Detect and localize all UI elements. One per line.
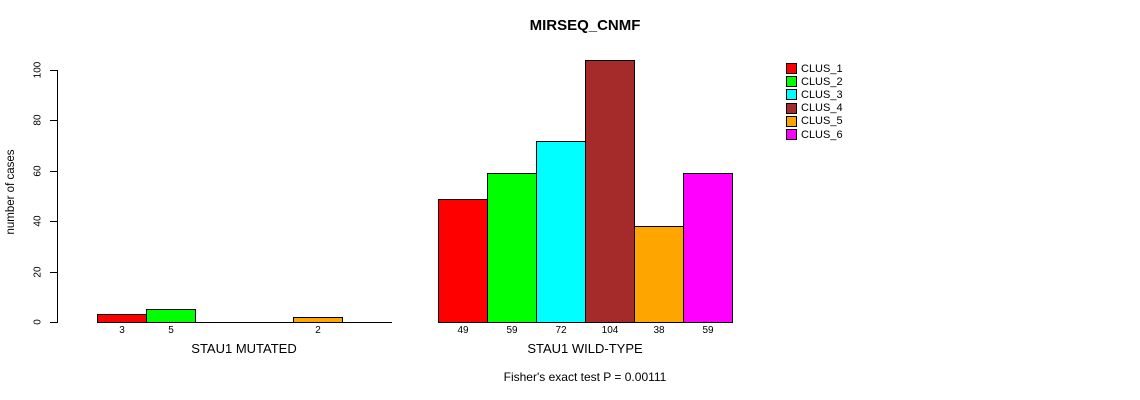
legend-label: CLUS_4	[801, 102, 843, 115]
legend-label: CLUS_2	[801, 75, 843, 88]
legend-label: CLUS_6	[801, 128, 843, 141]
legend-swatch	[786, 76, 797, 88]
y-axis-tick-label: 20	[32, 266, 44, 278]
y-axis-label: number of cases	[5, 149, 17, 235]
legend: CLUS_1 CLUS_2 CLUS_3 CLUS_4 CLUS_5 CLUS_6	[786, 62, 843, 141]
chart-title: MIRSEQ_CNMF	[529, 17, 641, 34]
bar-clus_2	[146, 309, 196, 323]
y-axis-tick-label: 80	[32, 114, 44, 126]
bar-value-label: 38	[653, 325, 665, 336]
bar-clus_5	[634, 226, 684, 323]
bar-value-label: 2	[315, 325, 321, 336]
x-axis-label-stau1-mutated: STAU1 MUTATED	[191, 341, 297, 356]
fisher-test-caption: Fisher's exact test P = 0.00111	[503, 370, 667, 384]
y-axis-tick	[50, 221, 57, 222]
legend-label: CLUS_1	[801, 62, 843, 75]
legend-item-clus_4: CLUS_4	[786, 102, 843, 115]
legend-swatch	[786, 115, 797, 127]
legend-item-clus_5: CLUS_5	[786, 115, 843, 128]
bar-value-label: 59	[702, 325, 714, 336]
bar-value-label: 3	[119, 325, 125, 336]
y-axis-tick-label: 60	[32, 165, 44, 177]
bar-clus_6	[683, 173, 733, 323]
bar-value-label: 104	[601, 325, 619, 336]
legend-item-clus_1: CLUS_1	[786, 62, 843, 75]
bar-clus_1	[438, 199, 488, 323]
legend-swatch	[786, 89, 797, 101]
bar-clus_1	[97, 314, 147, 323]
legend-swatch	[786, 63, 797, 75]
bar-clus_3	[536, 141, 586, 323]
legend-item-clus_6: CLUS_6	[786, 128, 843, 141]
legend-label: CLUS_5	[801, 115, 843, 128]
bar-clus_4	[585, 60, 635, 323]
y-axis-tick-label: 0	[32, 319, 44, 325]
legend-item-clus_2: CLUS_2	[786, 75, 843, 88]
y-axis-tick	[50, 272, 57, 273]
legend-item-clus_3: CLUS_3	[786, 88, 843, 101]
y-axis-tick	[50, 171, 57, 172]
x-axis-baseline	[97, 322, 392, 323]
bar-value-label: 72	[555, 325, 567, 336]
y-axis-tick	[50, 70, 57, 71]
legend-label: CLUS_3	[801, 88, 843, 101]
y-axis-tick-label: 40	[32, 215, 44, 227]
y-axis-tick	[50, 120, 57, 121]
bar-value-label: 49	[457, 325, 469, 336]
bar-clus_2	[487, 173, 537, 323]
y-axis-tick-label: 100	[32, 61, 44, 79]
y-axis-line	[57, 70, 58, 323]
bar-clus_5	[293, 317, 343, 323]
bar-value-label: 59	[506, 325, 518, 336]
legend-swatch	[786, 129, 797, 141]
y-axis-tick	[50, 322, 57, 323]
bar-value-label: 5	[168, 325, 174, 336]
x-axis-label-stau1-wild-type: STAU1 WILD-TYPE	[527, 341, 643, 356]
legend-swatch	[786, 102, 797, 114]
